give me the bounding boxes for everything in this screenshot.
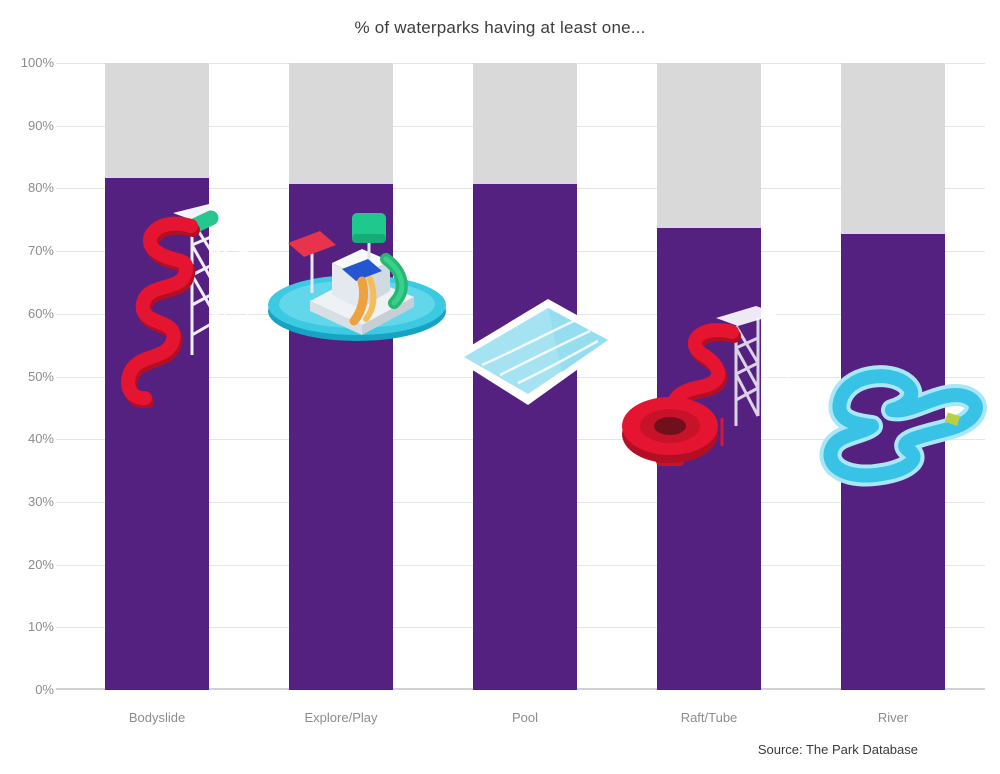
y-axis-tick-0: 0% <box>35 682 54 697</box>
y-axis-tick-40: 40% <box>27 431 54 447</box>
bar-remainder-raft-tube <box>657 63 761 227</box>
x-axis-label-explore-play: Explore/Play <box>304 710 378 725</box>
y-axis-tick-60: 60% <box>27 305 54 321</box>
y-axis-tick-100: 100% <box>20 55 54 70</box>
y-axis-tick-10: 10% <box>27 619 54 635</box>
bar-remainder-bodyslide <box>105 63 209 176</box>
chart-title: % of waterparks having at least one... <box>354 18 646 37</box>
bar-bodyslide <box>105 175 209 690</box>
y-axis-tick-20: 20% <box>27 556 54 572</box>
bar-remainder-river <box>841 63 945 233</box>
bar-raft-tube <box>657 226 761 690</box>
bar-remainder-explore-play <box>289 63 393 183</box>
bar-pool <box>473 182 577 690</box>
y-axis-tick-50: 50% <box>27 368 54 384</box>
x-axis-label-bodyslide: Bodyslide <box>128 710 186 725</box>
source-label: Source: The Park Database <box>757 742 918 757</box>
bar-remainder-pool <box>473 63 577 183</box>
y-axis-tick-90: 90% <box>27 117 54 133</box>
x-axis-label-raft-tube: Raft/Tube <box>680 710 738 725</box>
plot-area <box>56 63 985 690</box>
y-axis-tick-80: 80% <box>27 180 54 196</box>
y-axis-tick-30: 30% <box>27 493 54 509</box>
x-axis-label-pool: Pool <box>511 710 539 725</box>
bar-explore-play <box>289 182 393 690</box>
x-axis-label-river: River <box>877 710 909 725</box>
y-axis-tick-70: 70% <box>27 243 54 259</box>
bar-river <box>841 232 945 690</box>
